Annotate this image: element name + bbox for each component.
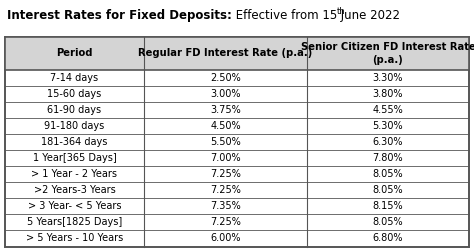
Text: 8.05%: 8.05%: [373, 185, 403, 195]
Text: > 5 Years - 10 Years: > 5 Years - 10 Years: [26, 234, 123, 244]
Text: 7-14 days: 7-14 days: [50, 72, 99, 83]
Text: 3.80%: 3.80%: [373, 89, 403, 99]
Text: 7.35%: 7.35%: [210, 201, 241, 211]
Text: 7.25%: 7.25%: [210, 217, 241, 227]
Text: 5 Years[1825 Days]: 5 Years[1825 Days]: [27, 217, 122, 227]
Text: 6.30%: 6.30%: [373, 137, 403, 147]
Text: Effective from 15: Effective from 15: [232, 9, 337, 22]
Text: Interest Rates for Fixed Deposits: Effective from 15: Interest Rates for Fixed Deposits: Effec…: [7, 9, 309, 22]
Text: 15-60 days: 15-60 days: [47, 89, 101, 99]
Text: 7.25%: 7.25%: [210, 185, 241, 195]
Text: 4.55%: 4.55%: [373, 105, 403, 115]
Text: Interest Rates for Fixed Deposits:: Interest Rates for Fixed Deposits:: [7, 9, 232, 22]
Text: 4.50%: 4.50%: [210, 121, 241, 131]
Text: Period: Period: [56, 49, 93, 59]
Text: 7.00%: 7.00%: [210, 153, 241, 163]
Text: Regular FD Interest Rate (p.a.): Regular FD Interest Rate (p.a.): [138, 49, 312, 59]
Text: 5.30%: 5.30%: [373, 121, 403, 131]
Text: > 3 Year- < 5 Years: > 3 Year- < 5 Years: [27, 201, 121, 211]
Text: 7.25%: 7.25%: [210, 169, 241, 179]
Text: > 1 Year - 2 Years: > 1 Year - 2 Years: [31, 169, 118, 179]
Text: th: th: [337, 7, 346, 16]
Text: 61-90 days: 61-90 days: [47, 105, 101, 115]
Text: 2.50%: 2.50%: [210, 72, 241, 83]
Text: 5.50%: 5.50%: [210, 137, 241, 147]
Text: 3.75%: 3.75%: [210, 105, 241, 115]
Text: 181-364 days: 181-364 days: [41, 137, 108, 147]
Text: 8.05%: 8.05%: [373, 169, 403, 179]
Text: >2 Years-3 Years: >2 Years-3 Years: [34, 185, 115, 195]
Text: Senior Citizen FD Interest Rate
(p.a.): Senior Citizen FD Interest Rate (p.a.): [301, 42, 474, 65]
Text: June 2022: June 2022: [337, 9, 400, 22]
Text: 91-180 days: 91-180 days: [44, 121, 105, 131]
Text: 8.05%: 8.05%: [373, 217, 403, 227]
Text: 8.15%: 8.15%: [373, 201, 403, 211]
Bar: [5, 37, 469, 69]
Text: 6.80%: 6.80%: [373, 234, 403, 244]
Text: 7.80%: 7.80%: [373, 153, 403, 163]
Text: 1 Year[365 Days]: 1 Year[365 Days]: [33, 153, 116, 163]
Text: 3.30%: 3.30%: [373, 72, 403, 83]
Text: 6.00%: 6.00%: [210, 234, 241, 244]
Text: 3.00%: 3.00%: [210, 89, 241, 99]
Text: Effective from 15: Effective from 15: [232, 9, 337, 22]
